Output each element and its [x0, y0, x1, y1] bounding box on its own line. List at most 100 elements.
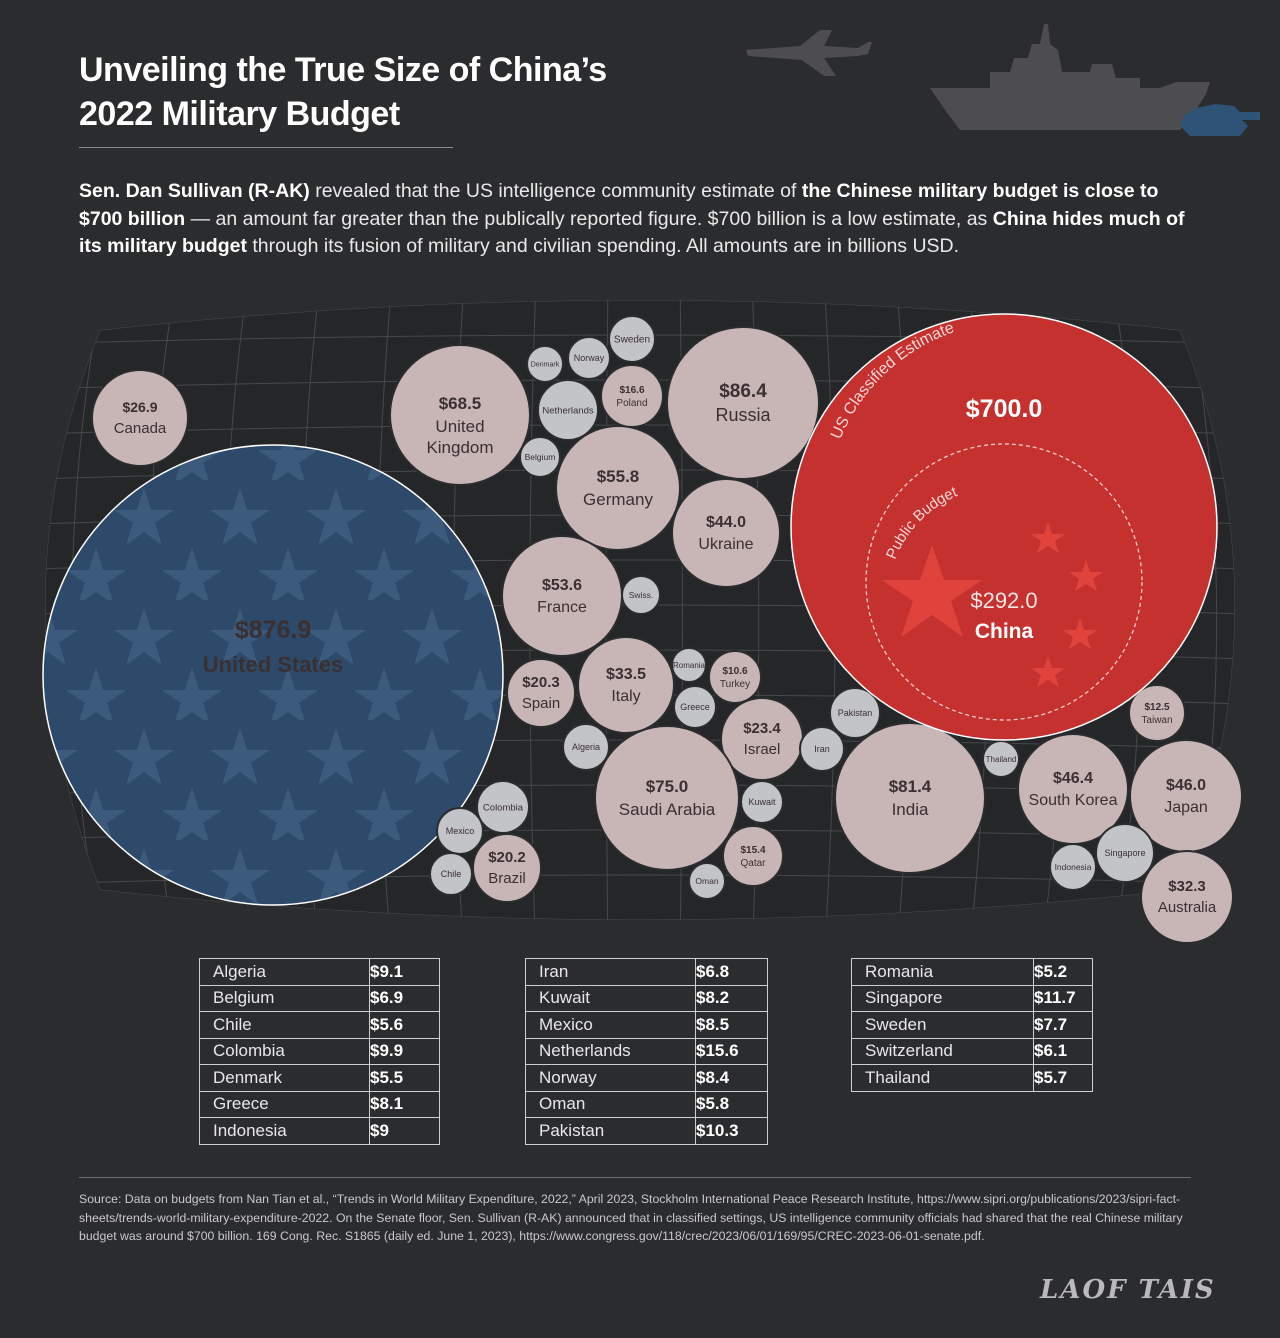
- intro-text-3: through its fusion of military and civil…: [246, 235, 960, 257]
- bubble-value-taiwan: $12.5: [1144, 702, 1169, 713]
- intro-text-1: revealed that the US intelligence commun…: [309, 180, 802, 202]
- bubble-value-france: $53.6: [542, 577, 582, 594]
- table-country-oman: Oman: [525, 1090, 696, 1118]
- table-country-algeria: Algeria: [199, 958, 370, 986]
- bubble-circle-oman: [688, 862, 726, 900]
- table-country-kuwait: Kuwait: [525, 984, 696, 1012]
- bubble-swiss: Swiss.: [621, 575, 661, 615]
- bubble-brazil: $20.2 Brazil: [472, 833, 542, 903]
- bubble-circle-thailand: [982, 740, 1020, 778]
- bubble-taiwan: $12.5 Taiwan: [1128, 684, 1186, 742]
- bubble-circle-singapore: [1095, 823, 1155, 883]
- table-row-algeria: Algeria $9.1: [199, 958, 440, 986]
- bubble-canada: $26.9 Canada: [91, 369, 189, 467]
- bubble-country-chile: Chile: [441, 869, 462, 879]
- bubble-country-iran: Iran: [814, 744, 830, 754]
- bubble-qatar: $15.4 Qatar: [722, 825, 784, 887]
- table-country-netherlands: Netherlands: [525, 1037, 696, 1065]
- bubble-country-algeria: Algeria: [572, 742, 600, 752]
- bubble-circle-pakistan: [829, 687, 881, 739]
- table-country-switzerland: Switzerland: [851, 1037, 1034, 1065]
- bubble-value-ukraine: $44.0: [706, 514, 746, 531]
- bubble-country-poland: Poland: [616, 398, 647, 409]
- bubble-country-turkey: Turkey: [720, 679, 750, 690]
- table-country-romania: Romania: [851, 958, 1034, 986]
- bubble-country-israel: Israel: [744, 741, 781, 758]
- bubble-country-qatar: Qatar: [740, 858, 766, 869]
- bubble-value-australia: $32.3: [1168, 878, 1206, 895]
- table-row-chile: Chile $5.6: [199, 1011, 440, 1039]
- bubble-value-japan: $46.0: [1166, 777, 1206, 794]
- bubble-circle-italy: [577, 636, 675, 734]
- bubble-value-italy: $33.5: [606, 666, 646, 683]
- table-value-singapore: $11.7: [1033, 984, 1093, 1012]
- bubble-country-japan: Japan: [1164, 799, 1208, 816]
- table-value-colombia: $9.9: [369, 1037, 440, 1065]
- bubble-chile: Chile: [429, 852, 473, 896]
- tank-icon: [1180, 104, 1260, 136]
- bubble-circle-germany: [555, 425, 681, 551]
- bubble-country-ukraine: Ukraine: [698, 536, 753, 553]
- budget-table-2: Iran $6.8 Kuwait $8.2 Mexico $8.5 Netherlands $…: [525, 958, 768, 1145]
- bubble-circle-algeria: [562, 723, 610, 771]
- bubble-value-united-states: $876.9: [235, 616, 311, 644]
- bubble-romania: Romania: [671, 647, 707, 683]
- table-value-chile: $5.6: [369, 1011, 440, 1039]
- bubble-mexico: Mexico: [436, 807, 484, 855]
- table-value-thailand: $5.7: [1033, 1064, 1093, 1092]
- bubble-country-belgium: Belgium: [525, 452, 556, 462]
- bubble-value-russia: $86.4: [719, 381, 767, 402]
- bubble-circle-saudi-arabia: [594, 725, 740, 871]
- bubble-circle-united-kingdom: [389, 344, 531, 486]
- military-silhouettes-icon: [746, 24, 1260, 136]
- bubble-pakistan: Pakistan: [829, 687, 881, 739]
- table-row-greece: Greece $8.1: [199, 1090, 440, 1118]
- bubble-united-kingdom: $68.5 United Kingdom: [389, 344, 531, 486]
- bubble-value-south-korea: $46.4: [1053, 770, 1093, 787]
- bubble-country-greece: Greece: [680, 702, 710, 712]
- us-stars-icon: [44, 446, 502, 904]
- bubble-value-germany: $55.8: [597, 467, 640, 486]
- bubble-sweden: Sweden: [608, 315, 656, 363]
- table-row-netherlands: Netherlands $15.6: [525, 1037, 768, 1065]
- bubble-country-sweden: Sweden: [614, 335, 650, 346]
- bubble-spain: $20.3 Spain: [506, 658, 576, 728]
- bubble-denmark: Denmark: [526, 345, 564, 383]
- bubble-value-canada: $26.9: [122, 399, 157, 415]
- intro-paragraph: Sen. Dan Sullivan (R-AK) revealed that t…: [79, 178, 1199, 261]
- table-value-indonesia: $9: [369, 1117, 440, 1145]
- bubble-circle-iran: [799, 726, 845, 772]
- bubble-value-brazil: $20.2: [488, 849, 526, 866]
- table-value-switzerland: $6.1: [1033, 1037, 1093, 1065]
- table-value-greece: $8.1: [369, 1090, 440, 1118]
- table-row-colombia: Colombia $9.9: [199, 1037, 440, 1065]
- bubble-greece: Greece: [673, 685, 717, 729]
- table-value-denmark: $5.5: [369, 1064, 440, 1092]
- bubble-country-germany: Germany: [583, 490, 653, 509]
- table-value-belgium: $6.9: [369, 984, 440, 1012]
- bubble-circle-greece: [673, 685, 717, 729]
- bubble-circle-ukraine: [671, 478, 781, 588]
- title-line-1: Unveiling the True Size of China’s: [79, 51, 607, 89]
- bubble-circle-taiwan: [1128, 684, 1186, 742]
- bubble-circle-netherlands: [537, 379, 599, 441]
- budget-table-3: Romania $5.2 Singapore $11.7 Sweden $7.7 Switz…: [851, 958, 1093, 1092]
- bubble-circle-colombia: [476, 780, 530, 834]
- table-row-singapore: Singapore $11.7: [851, 984, 1093, 1012]
- table-country-thailand: Thailand: [851, 1064, 1034, 1092]
- title-line-2: 2022 Military Budget: [79, 95, 400, 133]
- table-country-greece: Greece: [199, 1090, 370, 1118]
- footer-divider: [79, 1177, 1191, 1178]
- bubble-value-india: $81.4: [889, 777, 932, 796]
- table-row-romania: Romania $5.2: [851, 958, 1093, 986]
- bubble-value-turkey: $10.6: [722, 666, 747, 677]
- table-row-belgium: Belgium $6.9: [199, 984, 440, 1012]
- bubble-saudi-arabia: $75.0 Saudi Arabia: [594, 725, 740, 871]
- bubble-poland: $16.6 Poland: [600, 364, 664, 428]
- bubble-country-india: India: [892, 800, 929, 819]
- table-value-sweden: $7.7: [1033, 1011, 1093, 1039]
- bubble-iran: Iran: [799, 726, 845, 772]
- china-classified-circle: [790, 313, 1218, 741]
- bubble-country-pakistan: Pakistan: [838, 708, 873, 718]
- table-country-indonesia: Indonesia: [199, 1117, 370, 1145]
